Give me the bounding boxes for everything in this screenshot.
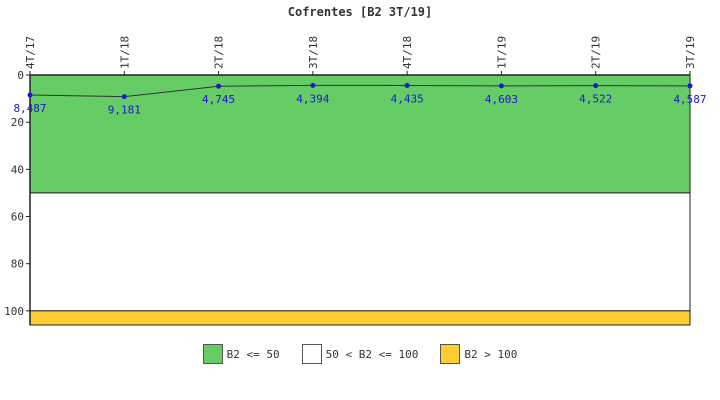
legend-item: 50 < B2 <= 100 [301,344,419,364]
series-line [29,84,691,98]
y-tick-label: 20 [11,116,24,129]
legend-label: B2 <= 50 [226,347,280,361]
data-point [27,92,33,98]
data-label: 4,522 [579,93,612,106]
data-point [310,82,316,88]
legend-swatch [301,344,322,364]
chart-title: Cofrentes [B2 3T/19] [288,5,433,19]
legend-item: B2 > 100 [440,344,517,364]
data-label: 4,435 [391,92,424,105]
axes: 0 20 40 60 80 100 4T/17 1T/18 2T/18 3T/18 4T/18 1T/… [4,36,697,325]
x-tick-label: 3T/19 [684,36,697,69]
data-point [121,94,127,100]
data-label: 4,603 [485,93,518,106]
x-tick-label: 4T/17 [24,36,37,69]
band-1 [29,192,691,312]
x-tick-label: 3T/18 [307,36,320,69]
legend-label: 50 < B2 <= 100 [325,347,419,361]
legend: B2 <= 50 50 < B2 <= 100 B2 > 100 [0,344,720,364]
threshold-bands [29,74,691,326]
x-tick-label: 2T/19 [590,36,603,69]
y-tick-label: 40 [11,163,24,176]
series-layer [27,82,693,100]
y-tick-label: 0 [17,69,24,82]
x-tick-label: 2T/18 [213,36,226,69]
y-tick-label: 60 [11,211,24,224]
band-2 [29,310,691,326]
legend-swatch [440,344,461,364]
x-tick-label: 1T/19 [495,36,508,69]
data-point [404,82,410,88]
data-point [498,83,504,89]
data-label: 8,487 [13,102,46,115]
y-tick-label: 80 [11,258,24,271]
legend-label: B2 > 100 [464,347,518,361]
legend-item: B2 <= 50 [202,344,280,364]
x-tick-label: 1T/18 [118,36,131,69]
data-point [216,83,222,89]
y-tick-label: 100 [4,305,24,318]
data-label: 9,181 [108,104,141,117]
data-label: 4,394 [296,92,329,105]
x-tick-label: 4T/18 [401,36,414,69]
data-point [593,83,599,89]
data-label: 4,587 [673,93,706,106]
legend-swatch [202,344,223,364]
data-point [687,83,693,89]
data-labels: 8,487 9,181 4,745 4,394 4,435 4,603 4,522 4,587 [13,92,706,116]
data-label: 4,745 [202,93,235,106]
